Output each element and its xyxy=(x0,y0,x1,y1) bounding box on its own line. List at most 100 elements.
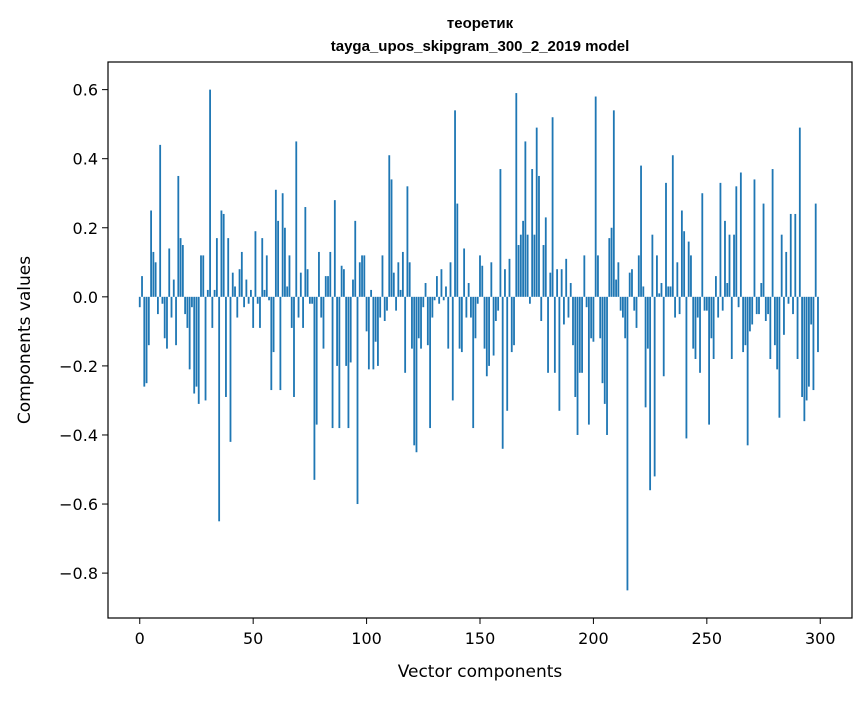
bar-component-267 xyxy=(744,296,747,346)
bar-component-107 xyxy=(381,255,384,297)
bar-component-241 xyxy=(685,296,688,439)
bar-component-237 xyxy=(676,262,679,297)
bar-component-100 xyxy=(365,296,368,332)
bar-component-79 xyxy=(318,251,320,297)
bar-component-167 xyxy=(517,245,520,297)
bar-component-133 xyxy=(440,269,443,297)
y-tick-label: −0.2 xyxy=(59,357,98,376)
bar-component-102 xyxy=(370,289,373,297)
bar-component-211 xyxy=(617,262,620,297)
bar-component-23 xyxy=(191,296,193,308)
bar-component-5 xyxy=(150,210,152,297)
bar-component-244 xyxy=(692,296,695,349)
bar-component-32 xyxy=(211,296,214,328)
bar-component-118 xyxy=(406,186,409,297)
bar-component-249 xyxy=(703,296,706,311)
bar-component-204 xyxy=(601,296,604,384)
bar-component-258 xyxy=(724,220,726,297)
bar-component-22 xyxy=(188,296,191,370)
bar-component-252 xyxy=(710,296,713,339)
y-tick-label: −0.8 xyxy=(59,564,98,583)
bar-component-272 xyxy=(755,296,758,315)
y-tick-label: 0.4 xyxy=(73,150,98,169)
bar-component-278 xyxy=(769,296,772,359)
bar-component-159 xyxy=(499,169,502,297)
bar-component-49 xyxy=(250,289,252,297)
bar-component-2 xyxy=(143,296,146,387)
bar-component-291 xyxy=(798,127,801,297)
bar-component-203 xyxy=(599,296,602,339)
bar-component-174 xyxy=(533,234,536,297)
bar-component-84 xyxy=(329,251,332,297)
bar-component-123 xyxy=(417,296,420,339)
bar-component-197 xyxy=(585,296,588,308)
bar-component-12 xyxy=(166,296,168,349)
bar-component-38 xyxy=(225,296,227,397)
bar-component-78 xyxy=(315,296,318,425)
bar-component-104 xyxy=(374,296,377,342)
bar-component-212 xyxy=(619,296,622,311)
bar-component-292 xyxy=(801,296,803,397)
bar-component-184 xyxy=(556,269,559,297)
bar-component-215 xyxy=(626,296,629,591)
bar-component-109 xyxy=(386,296,388,311)
bar-component-44 xyxy=(238,269,241,297)
bar-component-25 xyxy=(195,296,198,387)
bar-component-6 xyxy=(152,251,155,297)
bar-component-144 xyxy=(465,296,468,318)
bar-component-56 xyxy=(265,255,268,297)
bar-component-182 xyxy=(551,117,554,297)
bar-component-122 xyxy=(415,296,418,453)
bar-component-98 xyxy=(361,255,363,297)
bar-component-108 xyxy=(383,296,386,321)
bar-component-43 xyxy=(236,296,239,318)
bar-component-113 xyxy=(395,296,397,311)
bar-component-57 xyxy=(268,296,270,301)
bar-component-62 xyxy=(279,296,282,391)
bar-component-54 xyxy=(261,238,264,297)
bar-component-248 xyxy=(701,193,704,297)
bar-component-276 xyxy=(764,296,767,321)
bar-component-168 xyxy=(519,234,522,297)
bar-component-26 xyxy=(197,296,200,404)
bar-component-120 xyxy=(411,296,413,349)
bar-component-279 xyxy=(771,169,774,297)
bar-component-183 xyxy=(553,296,556,373)
bar-component-90 xyxy=(343,269,345,297)
bar-component-299 xyxy=(817,296,819,353)
bar-component-220 xyxy=(637,255,640,297)
bar-component-75 xyxy=(308,296,311,304)
bar-component-287 xyxy=(789,213,792,297)
bar-component-71 xyxy=(299,272,302,297)
bar-component-128 xyxy=(429,296,431,429)
bar-component-45 xyxy=(240,251,243,297)
bar-component-181 xyxy=(549,272,552,297)
bar-component-20 xyxy=(184,296,187,315)
bar-component-127 xyxy=(426,296,429,346)
bar-component-28 xyxy=(202,255,205,297)
bar-component-101 xyxy=(367,296,370,370)
bar-component-284 xyxy=(783,296,785,335)
bar-component-176 xyxy=(538,175,540,297)
bar-component-173 xyxy=(531,169,534,297)
bar-component-7 xyxy=(154,262,157,297)
bar-component-232 xyxy=(665,182,667,297)
bar-component-283 xyxy=(780,234,783,297)
x-tick-label: 200 xyxy=(578,629,609,648)
bar-component-143 xyxy=(463,248,466,297)
bar-component-259 xyxy=(726,283,729,297)
bar-component-290 xyxy=(796,296,799,359)
bar-component-106 xyxy=(379,296,382,318)
bar-component-169 xyxy=(522,220,524,297)
bar-component-86 xyxy=(333,200,336,297)
bar-component-52 xyxy=(256,296,259,304)
bar-component-115 xyxy=(399,289,402,297)
bar-component-289 xyxy=(794,213,797,297)
bar-component-288 xyxy=(792,296,794,315)
bar-component-231 xyxy=(662,296,665,377)
bar-component-152 xyxy=(483,296,486,349)
bar-component-160 xyxy=(501,296,504,449)
bar-component-83 xyxy=(327,276,329,297)
bar-component-94 xyxy=(352,279,354,297)
bar-component-179 xyxy=(544,217,547,297)
